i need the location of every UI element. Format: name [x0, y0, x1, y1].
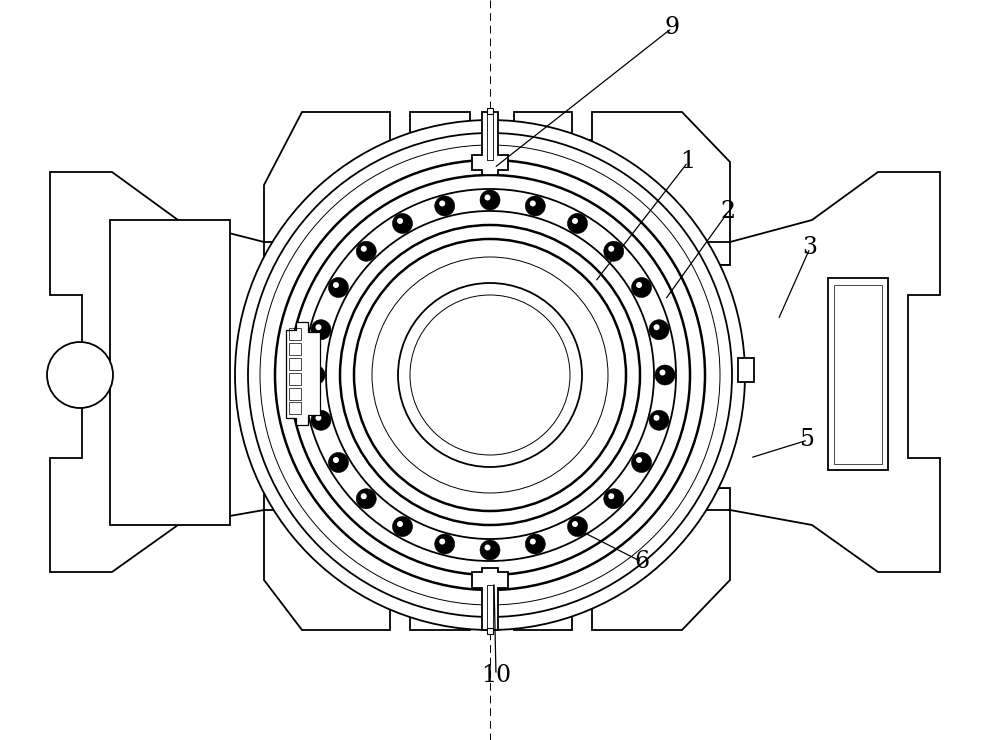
Circle shape — [525, 196, 545, 216]
Circle shape — [439, 201, 445, 206]
Circle shape — [311, 320, 331, 340]
Circle shape — [315, 324, 321, 330]
Circle shape — [290, 175, 690, 575]
Text: 3: 3 — [802, 237, 818, 260]
Circle shape — [654, 415, 660, 421]
Circle shape — [604, 488, 624, 508]
Circle shape — [480, 540, 500, 560]
Polygon shape — [834, 285, 882, 464]
Circle shape — [392, 213, 412, 233]
Text: 2: 2 — [720, 201, 736, 223]
Bar — [487, 628, 493, 634]
Circle shape — [636, 457, 642, 463]
Circle shape — [304, 189, 676, 561]
Bar — [487, 108, 493, 114]
Text: 9: 9 — [664, 16, 680, 39]
Circle shape — [310, 369, 316, 375]
Polygon shape — [110, 220, 230, 525]
Circle shape — [248, 133, 732, 617]
Bar — [289, 328, 301, 340]
Circle shape — [484, 195, 490, 201]
Bar — [289, 402, 301, 414]
Bar — [289, 373, 301, 385]
Text: 6: 6 — [634, 551, 650, 574]
Circle shape — [315, 415, 321, 421]
Circle shape — [525, 534, 545, 554]
Circle shape — [354, 239, 626, 511]
Circle shape — [260, 145, 720, 605]
Circle shape — [572, 521, 578, 527]
Circle shape — [649, 320, 669, 340]
Circle shape — [604, 241, 624, 261]
Circle shape — [530, 201, 536, 206]
Circle shape — [530, 539, 536, 545]
Polygon shape — [286, 322, 320, 425]
Circle shape — [608, 246, 614, 252]
Polygon shape — [828, 278, 888, 470]
Circle shape — [398, 283, 582, 467]
Polygon shape — [264, 112, 730, 630]
Circle shape — [568, 517, 588, 536]
Circle shape — [660, 369, 666, 375]
Circle shape — [632, 278, 652, 297]
Circle shape — [435, 196, 455, 216]
Circle shape — [328, 452, 348, 473]
Text: 10: 10 — [481, 664, 511, 687]
Circle shape — [393, 517, 413, 536]
Polygon shape — [50, 172, 292, 572]
Circle shape — [439, 539, 445, 545]
Circle shape — [340, 225, 640, 525]
Circle shape — [305, 365, 325, 385]
Circle shape — [632, 452, 652, 473]
Circle shape — [654, 324, 660, 330]
Circle shape — [636, 282, 642, 288]
Circle shape — [397, 218, 403, 224]
Bar — [738, 358, 754, 382]
Circle shape — [275, 160, 705, 590]
Text: 5: 5 — [800, 428, 816, 451]
Bar — [289, 358, 301, 370]
Circle shape — [608, 494, 614, 500]
Circle shape — [361, 494, 367, 500]
Circle shape — [47, 342, 113, 408]
Circle shape — [356, 241, 376, 261]
Circle shape — [333, 282, 339, 288]
Bar — [289, 343, 301, 355]
Circle shape — [397, 521, 403, 527]
Circle shape — [484, 545, 490, 551]
Polygon shape — [472, 568, 508, 630]
Circle shape — [311, 410, 331, 430]
Circle shape — [235, 120, 745, 630]
Circle shape — [655, 365, 675, 385]
Circle shape — [361, 246, 367, 252]
Circle shape — [356, 488, 376, 508]
Circle shape — [328, 278, 348, 297]
Circle shape — [372, 257, 608, 493]
Circle shape — [326, 211, 654, 539]
Circle shape — [333, 457, 339, 463]
Circle shape — [568, 213, 588, 233]
Circle shape — [480, 190, 500, 210]
Circle shape — [435, 534, 455, 554]
Circle shape — [572, 218, 578, 224]
Bar — [289, 388, 301, 400]
Circle shape — [649, 410, 669, 430]
Polygon shape — [700, 172, 940, 572]
Circle shape — [410, 295, 570, 455]
Text: 1: 1 — [680, 150, 696, 173]
Polygon shape — [472, 112, 508, 175]
